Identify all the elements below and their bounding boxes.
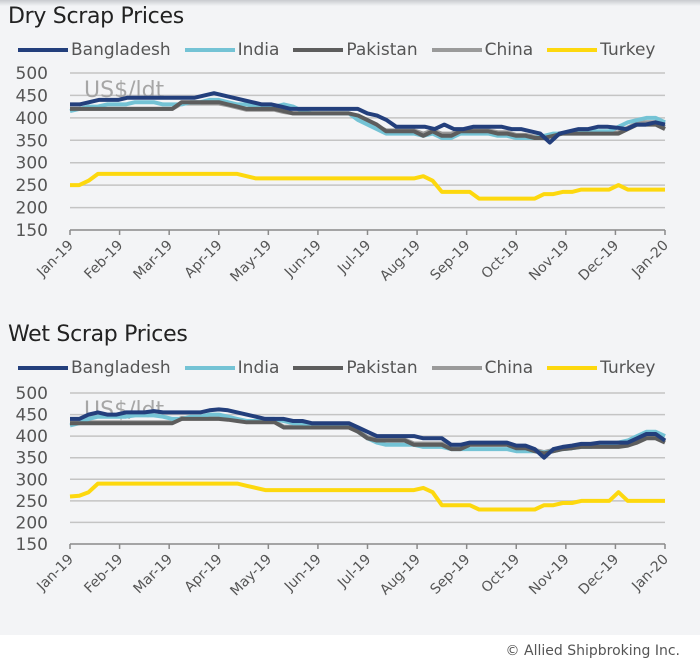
x-tick-label: Jul-19 — [334, 238, 374, 278]
legend-swatch — [431, 48, 482, 52]
wet-scrap-panel: Wet Scrap Prices Bangladesh India Pakist… — [0, 318, 700, 635]
legend-swatch — [547, 48, 598, 52]
x-tick-label: Aug-19 — [377, 552, 424, 599]
x-tick-label: Oct-19 — [478, 238, 523, 283]
legend-swatch — [184, 366, 235, 370]
legend-label: Bangladesh — [71, 40, 171, 60]
x-tick-label: Jul-19 — [334, 552, 374, 592]
y-tick-label: 500 — [16, 64, 48, 84]
x-tick-label: Jan-19 — [33, 552, 76, 595]
x-tick-label: Apr-19 — [182, 238, 226, 282]
legend: Bangladesh India Pakistan China Turkey — [18, 40, 669, 60]
chart-title: Wet Scrap Prices — [8, 322, 188, 347]
legend-label: Pakistan — [346, 358, 418, 378]
legend-item-bangladesh: Bangladesh — [18, 358, 171, 378]
x-tick-label: May-19 — [227, 238, 275, 286]
x-tick-label: Jan-19 — [33, 238, 76, 281]
y-tick-label: 250 — [16, 492, 48, 512]
y-tick-label: 300 — [16, 470, 48, 490]
x-tick-label: May-19 — [227, 552, 275, 600]
x-tick-label: Dec-19 — [576, 552, 623, 599]
top-shadow — [0, 0, 700, 6]
legend-item-pakistan: Pakistan — [293, 40, 418, 60]
copyright-credit: © Allied Shipbroking Inc. — [505, 643, 680, 659]
x-tick-label: Aug-19 — [377, 238, 424, 285]
y-tick-label: 500 — [16, 384, 48, 404]
legend-item-india: India — [184, 358, 280, 378]
x-tick-label: Feb-19 — [81, 238, 126, 283]
x-tick-label: Nov-19 — [526, 238, 573, 285]
series-line-bangladesh — [70, 407, 667, 460]
x-tick-label: Mar-19 — [130, 238, 176, 284]
legend-item-china: China — [431, 358, 534, 378]
x-tick-label: Oct-19 — [478, 552, 523, 597]
legend: Bangladesh India Pakistan China Turkey — [18, 358, 669, 378]
y-tick-label: 200 — [16, 199, 48, 219]
legend-label: Turkey — [600, 358, 656, 378]
x-tick-label: Jan-20 — [628, 552, 671, 595]
legend-label: China — [484, 40, 534, 60]
x-tick-label: Feb-19 — [81, 552, 126, 597]
footer: © Allied Shipbroking Inc. — [0, 635, 700, 670]
y-tick-label: 350 — [16, 449, 48, 469]
x-tick-label: Mar-19 — [130, 552, 176, 598]
y-tick-label: 200 — [16, 513, 48, 533]
dry-scrap-panel: Dry Scrap Prices Bangladesh India Pakist… — [0, 0, 700, 318]
legend-label: China — [484, 358, 534, 378]
legend-swatch — [18, 48, 68, 52]
legend-swatch — [431, 366, 482, 370]
series-line-bangladesh — [70, 91, 666, 145]
x-tick-label: Apr-19 — [182, 552, 226, 596]
series-line-pakistan — [70, 100, 666, 140]
legend-item-india: India — [184, 40, 280, 60]
series-line-turkey — [69, 481, 665, 512]
legend-swatch — [293, 48, 344, 52]
x-tick-label: Sep-19 — [427, 552, 473, 598]
y-tick-label: 150 — [16, 221, 48, 241]
y-tick-label: 400 — [16, 427, 48, 447]
y-tick-label: 250 — [16, 176, 48, 196]
legend-swatch — [293, 366, 344, 370]
legend-item-china: China — [431, 40, 534, 60]
y-tick-label: 300 — [16, 154, 48, 174]
y-tick-label: 450 — [16, 86, 48, 106]
legend-item-turkey: Turkey — [547, 40, 655, 60]
x-tick-label: Sep-19 — [427, 238, 473, 284]
x-tick-label: Dec-19 — [576, 238, 623, 285]
legend-swatch — [18, 366, 68, 370]
legend-label: Bangladesh — [71, 358, 171, 378]
y-tick-label: 450 — [16, 406, 48, 426]
legend-item-pakistan: Pakistan — [293, 358, 418, 378]
legend-label: Turkey — [600, 40, 656, 60]
x-tick-label: Jun-19 — [281, 552, 325, 596]
series-line-turkey — [70, 171, 665, 201]
legend-swatch — [184, 48, 235, 52]
x-tick-label: Jun-19 — [281, 238, 325, 282]
y-tick-label: 150 — [16, 535, 48, 555]
legend-swatch — [547, 366, 598, 370]
legend-item-bangladesh: Bangladesh — [18, 40, 171, 60]
x-tick-label: Jan-20 — [628, 238, 671, 281]
series-line-pakistan — [70, 416, 666, 456]
legend-label: India — [237, 358, 280, 378]
y-tick-label: 400 — [16, 109, 48, 129]
y-tick-label: 350 — [16, 131, 48, 151]
legend-label: India — [237, 40, 280, 60]
chart-title: Dry Scrap Prices — [8, 4, 184, 29]
legend-label: Pakistan — [346, 40, 418, 60]
legend-item-turkey: Turkey — [547, 358, 655, 378]
x-tick-label: Nov-19 — [526, 552, 573, 599]
